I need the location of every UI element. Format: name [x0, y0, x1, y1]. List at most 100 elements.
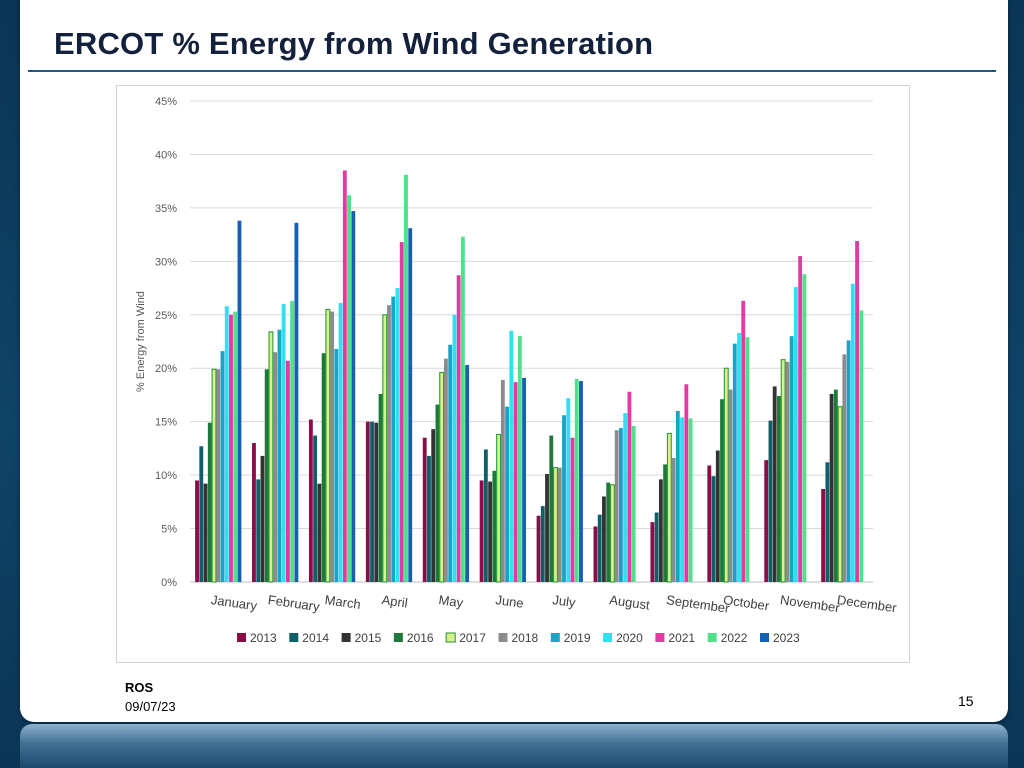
legend-swatch-2013 — [237, 633, 246, 642]
bar-2017-october — [723, 367, 729, 583]
bar-2021-march — [342, 170, 347, 582]
bar-2016-september — [663, 464, 668, 582]
y-tick-label: 25% — [155, 310, 177, 322]
legend-label-2022: 2022 — [721, 631, 748, 645]
legend-swatch-2015 — [341, 633, 351, 642]
legend-label-2013: 2013 — [250, 631, 277, 645]
bar-2015-may — [431, 429, 436, 582]
y-tick-label: 15% — [155, 417, 177, 429]
bar-2013-september — [650, 522, 655, 582]
bar-2014-february — [256, 479, 261, 582]
bar-2013-january — [195, 480, 199, 582]
slide-title: ERCOT % Energy from Wind Generation — [54, 26, 654, 61]
legend-label-2017: 2017 — [459, 631, 486, 645]
legend-swatch-2022 — [707, 633, 717, 642]
bar-2022-september — [688, 418, 693, 582]
y-tick-label: 30% — [155, 256, 177, 268]
bar-2020-july — [566, 398, 571, 582]
bar-2018-december — [842, 354, 847, 582]
bar-2023-july — [579, 381, 583, 582]
x-tick-label: May — [438, 592, 465, 610]
y-tick-label: 35% — [155, 203, 177, 215]
bar-2015-december — [829, 393, 834, 582]
bar-2022-may — [460, 236, 465, 582]
bar-2014-april — [370, 421, 374, 582]
bar-2013-april — [365, 421, 370, 582]
bar-2015-october — [715, 450, 720, 582]
bar-2013-october — [707, 465, 712, 582]
x-tick-label: March — [324, 592, 362, 612]
legend-swatch-2021 — [655, 633, 665, 642]
bar-2019-january — [220, 351, 225, 582]
x-tick-label: September — [665, 592, 731, 616]
x-tick-label: January — [210, 592, 258, 613]
bar-2021-july — [570, 437, 575, 582]
bar-2018-october — [728, 389, 733, 582]
bar-2014-december — [825, 462, 830, 582]
legend-swatch-2017 — [445, 632, 456, 643]
chart-gridlines — [190, 100, 873, 583]
bar-2023-april — [408, 228, 413, 582]
bar-2022-february — [290, 300, 295, 582]
legend-swatch-2016 — [393, 633, 403, 642]
y-tick-label: 5% — [161, 524, 177, 536]
x-tick-label: February — [267, 592, 321, 614]
bar-2021-june — [513, 382, 518, 582]
bar-2020-june — [509, 330, 514, 582]
bar-2014-september — [654, 512, 659, 582]
bar-2020-april — [395, 288, 400, 582]
legend-label-2016: 2016 — [407, 631, 434, 645]
bar-2015-july — [545, 474, 549, 582]
bar-2018-august — [614, 430, 619, 582]
bar-2022-january — [233, 311, 238, 582]
bar-2023-june — [522, 377, 526, 582]
bar-2016-august — [606, 482, 611, 582]
bar-2021-december — [855, 241, 859, 582]
bar-2020-may — [452, 314, 457, 582]
bar-2021-november — [798, 255, 803, 582]
bar-2015-november — [772, 386, 777, 582]
legend-label-2019: 2019 — [564, 631, 591, 645]
y-tick-label: 0% — [161, 577, 177, 589]
legend-label-2015: 2015 — [355, 631, 382, 645]
bar-2019-november — [789, 336, 794, 582]
bar-2017-september — [666, 432, 672, 583]
bar-2018-may — [444, 358, 448, 582]
chart-panel: 0% 5% 10% 15% 20% 25% 30% 35% 40% 45% January Febr… — [116, 85, 910, 663]
bar-2021-october — [741, 300, 746, 582]
bar-2014-october — [711, 476, 716, 582]
bar-2021-may — [456, 275, 461, 582]
y-tick-label: 20% — [155, 363, 177, 375]
wind-energy-bar-chart: 0% 5% 10% 15% 20% 25% 30% 35% 40% 45% January Febr… — [135, 96, 898, 645]
bar-2015-june — [488, 481, 493, 582]
bar-2022-november — [802, 274, 807, 582]
bar-2019-june — [505, 406, 510, 582]
bar-2014-may — [427, 455, 431, 582]
bar-2018-november — [785, 361, 790, 582]
bar-2016-june — [492, 470, 497, 582]
bar-2018-june — [500, 379, 505, 582]
legend-label-2018: 2018 — [512, 631, 539, 645]
bar-2017-april — [382, 314, 388, 583]
legend-label-2021: 2021 — [668, 631, 695, 645]
bar-2017-november — [780, 359, 786, 583]
x-tick-label: December — [836, 592, 898, 615]
bar-2021-january — [229, 314, 233, 582]
bar-2015-february — [260, 455, 265, 582]
bar-2019-march — [334, 348, 339, 582]
bar-2022-july — [574, 378, 579, 582]
bar-2013-december — [821, 489, 826, 582]
bar-2017-july — [553, 467, 558, 583]
bar-2019-september — [675, 410, 680, 582]
bar-2017-august — [609, 484, 615, 583]
bar-2019-may — [448, 344, 453, 582]
bar-2020-march — [338, 303, 343, 582]
x-tick-label: November — [779, 592, 841, 615]
bar-2013-august — [593, 526, 598, 582]
bar-2016-october — [720, 399, 724, 582]
page-number: 15 — [958, 693, 974, 709]
bar-2022-april — [404, 174, 408, 582]
bar-2014-june — [483, 449, 488, 582]
y-tick-label: 10% — [155, 470, 177, 482]
bar-2019-july — [562, 415, 566, 582]
